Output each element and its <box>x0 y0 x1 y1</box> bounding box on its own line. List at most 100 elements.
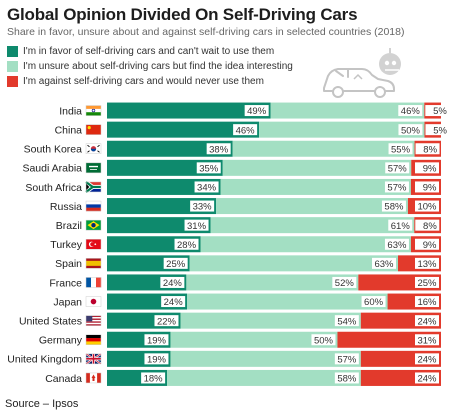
value-label-favor-germany: 19% <box>147 335 167 346</box>
bar-favor-india <box>107 102 271 119</box>
category-label-india: India <box>59 105 82 117</box>
flag-outline <box>85 296 102 307</box>
flag-outline <box>85 162 102 174</box>
bar-unsure-united-kingdom <box>170 350 361 367</box>
value-label-bg-favor-saudi-arabia <box>196 162 221 174</box>
legend-swatch-against <box>7 76 18 87</box>
value-label-unsure-south-africa: 57% <box>387 183 407 194</box>
value-label-bg-favor-south-korea <box>206 143 231 155</box>
value-label-bg-favor-united-kingdom <box>144 353 169 365</box>
value-label-bg-unsure-japan <box>361 296 386 308</box>
page-subtitle: Share in favor, unsure about and against… <box>7 26 405 38</box>
flag-outline <box>85 219 102 231</box>
legend-label-favor: I'm in favor of self-driving cars and ca… <box>23 46 275 57</box>
brazil-flag-icon <box>85 219 102 231</box>
value-label-bg-unsure-united-states <box>334 315 359 327</box>
bar-unsure-saudi-arabia <box>222 159 412 176</box>
value-label-unsure-canada: 58% <box>337 374 357 385</box>
value-label-bg-unsure-turkey <box>384 238 409 250</box>
value-label-bg-favor-russia <box>190 200 215 212</box>
value-label-favor-france: 24% <box>163 278 183 289</box>
category-label-russia: Russia <box>50 201 82 213</box>
bar-unsure-germany <box>170 331 338 348</box>
value-label-favor-india: 49% <box>247 106 267 117</box>
value-label-bg-against-germany <box>415 334 439 346</box>
legend-item-unsure: I'm unsure about self-driving cars but f… <box>7 60 293 73</box>
bar-favor-china <box>107 121 260 138</box>
flag-outline <box>85 277 102 288</box>
category-label-japan: Japan <box>53 296 82 308</box>
bar-unsure-turkey <box>200 236 411 253</box>
value-label-against-china: 5% <box>433 125 447 136</box>
united-states-flag-icon <box>85 315 102 326</box>
value-label-unsure-germany: 50% <box>314 335 334 346</box>
bar-unsure-india <box>270 102 425 119</box>
chart-row-saudi-arabia: Saudi Arabia 35% 57% 9% <box>22 159 441 176</box>
turkey-flag-icon <box>85 239 102 250</box>
value-label-bg-against-united-kingdom <box>415 353 439 365</box>
india-flag-icon <box>85 105 102 116</box>
flag-outline <box>85 239 102 250</box>
value-label-unsure-india: 46% <box>401 106 421 117</box>
category-label-germany: Germany <box>39 335 83 347</box>
france-flag-icon <box>85 277 102 288</box>
value-label-unsure-spain: 63% <box>374 259 394 270</box>
south-africa-flag-icon <box>84 180 102 194</box>
value-label-against-united-kingdom: 24% <box>417 354 437 365</box>
value-label-against-russia: 10% <box>417 202 437 213</box>
value-label-bg-against-south-korea <box>415 143 440 155</box>
page-title: Global Opinion Divided On Self-Driving C… <box>7 5 358 24</box>
value-label-unsure-united-states: 54% <box>337 316 357 327</box>
bar-unsure-united-states <box>180 312 361 329</box>
value-label-bg-against-japan <box>415 296 439 308</box>
bar-unsure-south-korea <box>232 140 415 157</box>
value-label-bg-favor-india <box>244 105 269 117</box>
source-note: Source – Ipsos <box>5 398 79 410</box>
chart-row-south-korea: South Korea 38% 55% 8% <box>24 140 441 157</box>
chart-row-china: China 46% 50% 5% <box>55 121 450 138</box>
value-label-favor-russia: 33% <box>193 202 213 213</box>
value-label-bg-against-brazil <box>415 219 440 231</box>
value-label-favor-south-korea: 38% <box>209 144 229 155</box>
flag-outline <box>85 315 102 326</box>
category-label-brazil: Brazil <box>56 220 82 232</box>
value-label-against-spain: 13% <box>417 259 437 270</box>
value-label-bg-favor-germany <box>144 334 169 346</box>
legend-label-against: I'm against self-driving cars and would … <box>23 76 264 87</box>
value-label-bg-against-russia <box>415 200 439 212</box>
flag-outline <box>85 334 102 345</box>
chart-row-germany: Germany 19% 50% 31% <box>39 331 441 348</box>
value-label-unsure-brazil: 61% <box>391 221 411 232</box>
value-label-against-india: 5% <box>433 106 447 117</box>
chart-row-france: France 24% 52% 25% <box>49 274 441 291</box>
value-label-bg-unsure-russia <box>381 200 406 212</box>
value-label-favor-turkey: 28% <box>177 240 197 251</box>
canada-flag-icon <box>85 372 102 384</box>
value-label-bg-unsure-south-korea <box>388 143 413 155</box>
value-label-bg-against-turkey <box>415 238 439 250</box>
value-label-bg-against-india <box>425 105 450 117</box>
value-label-bg-unsure-south-africa <box>384 181 409 193</box>
chart-row-united-states: United States 22% 54% 24% <box>19 312 441 329</box>
category-label-france: France <box>49 277 82 289</box>
value-label-bg-unsure-brazil <box>388 219 413 231</box>
south-korea-flag-icon <box>85 143 102 154</box>
value-label-unsure-russia: 58% <box>384 202 404 213</box>
category-label-united-kingdom: United Kingdom <box>7 354 82 366</box>
value-label-bg-unsure-india <box>398 105 423 117</box>
value-label-bg-against-china <box>425 124 450 136</box>
flag-outline <box>85 353 102 365</box>
value-label-favor-canada: 18% <box>144 374 164 385</box>
value-label-against-saudi-arabia: 9% <box>423 163 437 174</box>
value-label-bg-favor-japan <box>161 296 186 308</box>
japan-flag-icon <box>85 296 102 307</box>
united-kingdom-flag-icon <box>85 353 102 365</box>
legend-swatch-unsure <box>7 61 18 72</box>
chart-row-japan: Japan 24% 60% 16% <box>53 293 441 310</box>
category-label-south-korea: South Korea <box>24 144 83 156</box>
bar-unsure-spain <box>189 255 399 272</box>
value-label-against-france: 25% <box>417 278 437 289</box>
category-label-china: China <box>55 124 83 136</box>
chart-row-united-kingdom: United Kingdom 19% 57% 24% <box>7 350 441 367</box>
value-label-bg-favor-turkey <box>174 238 199 250</box>
